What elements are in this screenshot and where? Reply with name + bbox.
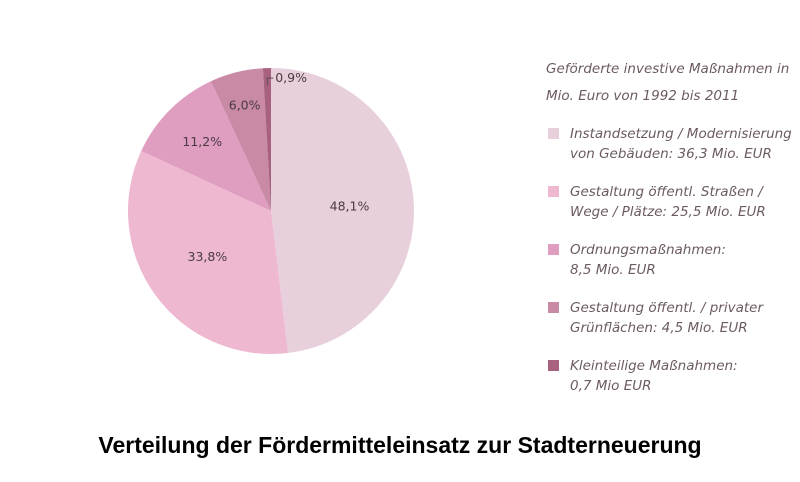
- slice-leader-line-5: [266, 77, 274, 86]
- legend-swatch-2: [548, 186, 559, 197]
- slice-label-1: 48,1%: [330, 198, 370, 213]
- legend-label-5: Kleinteilige Maßnahmen: 0,7 Mio EUR: [570, 358, 738, 394]
- pie-slice-3: [141, 81, 271, 211]
- legend-label-2: Gestaltung öffentl. Straßen / Wege / Plä…: [570, 184, 766, 220]
- legend-item-4: Gestaltung öffentl. / privater Grünfläch…: [540, 298, 800, 356]
- pie-slice-2: [127, 150, 289, 354]
- pie-slice-1: [271, 68, 414, 353]
- slice-label-2: 33,8%: [188, 249, 228, 264]
- legend-swatch-5: [548, 360, 559, 371]
- legend-title: Geförderte investive Maßnahmen in Mio. E…: [546, 61, 790, 104]
- legend-label-1: Instandsetzung / Modernisierung von Gebä…: [570, 126, 792, 162]
- legend-item-2: Gestaltung öffentl. Straßen / Wege / Plä…: [540, 182, 800, 240]
- pie-chart-svg: 48,1% 33,8% 11,2% 6,0% 0,9%: [127, 68, 414, 354]
- legend: Geförderte investive Maßnahmen in Mio. E…: [540, 56, 800, 414]
- pie-slice-4: [210, 68, 271, 211]
- legend-swatch-4: [548, 302, 559, 313]
- legend-item-1: Instandsetzung / Modernisierung von Gebä…: [540, 124, 800, 182]
- chart-caption: Verteilung der Fördermitteleinsatz zur S…: [98, 432, 702, 458]
- legend-item-3: Ordnungsmaßnahmen: 8,5 Mio. EUR: [540, 240, 800, 298]
- slice-label-5: 0,9%: [275, 70, 307, 85]
- slice-label-3: 11,2%: [182, 134, 222, 149]
- legend-swatch-3: [548, 244, 559, 255]
- legend-label-4: Gestaltung öffentl. / privater Grünfläch…: [570, 300, 763, 336]
- legend-swatch-1: [548, 128, 559, 139]
- slice-label-4: 6,0%: [229, 98, 261, 113]
- legend-label-3: Ordnungsmaßnahmen: 8,5 Mio. EUR: [570, 242, 726, 278]
- pie-slice-5: [262, 68, 271, 211]
- legend-item-5: Kleinteilige Maßnahmen: 0,7 Mio EUR: [540, 356, 800, 414]
